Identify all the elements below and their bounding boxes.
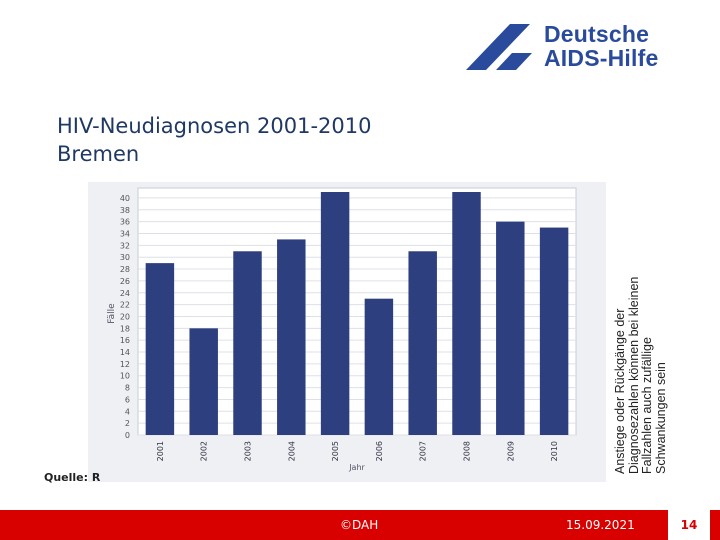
logo-mark-icon [466,24,532,70]
x-tick-label: 2005 [331,441,340,461]
y-tick-label: 4 [125,407,130,416]
slide-title-line2: Bremen [57,142,140,166]
bar-2003 [233,251,262,435]
logo: Deutsche AIDS-Hilfe [466,22,696,74]
y-tick-label: 40 [120,194,130,203]
bar-2005 [320,192,350,435]
y-tick-label: 28 [120,265,130,274]
side-note: Anstiege oder Rückgänge der Diagnosezahl… [613,276,668,474]
y-tick-label: 30 [120,253,130,262]
bar-2004 [277,239,306,435]
y-tick-label: 20 [120,312,130,321]
y-tick-label: 24 [120,289,130,298]
x-tick-label: 2006 [375,441,384,461]
y-tick-label: 16 [120,336,130,345]
y-tick-label: 8 [125,384,130,393]
bar-2007 [408,251,437,435]
footer-page-number: 14 [668,510,710,540]
bar-2002 [189,328,218,435]
x-tick-label: 2001 [156,441,165,461]
y-tick-label: 12 [120,360,130,369]
slide-title: HIV-Neudiagnosen 2001-2010 Bremen [57,112,371,168]
y-tick-label: 18 [120,324,130,333]
x-tick-label: 2004 [287,441,296,461]
bar-2006 [364,298,394,435]
logo-line1: Deutsche [544,21,650,47]
chart-frame: 0 2 4 6 8 10 12 14 16 18 20 22 24 26 28 30 32 34 36 38 40 Fäl… [88,182,606,482]
y-axis-label: Fälle [107,303,117,324]
source-label: Quelle: R [44,471,101,484]
footer-bar: ©DAH 15.09.2021 14 [0,510,720,540]
y-tick-label: 0 [125,431,130,440]
logo-text: Deutsche AIDS-Hilfe [544,22,658,70]
bar-2010 [539,227,569,435]
x-tick-label: 2007 [419,441,428,461]
x-tick-label: 2010 [550,441,559,461]
logo-line2: AIDS-Hilfe [544,45,659,71]
y-tick-label: 32 [120,241,130,250]
y-tick-label: 34 [120,229,130,238]
y-tick-label: 38 [120,206,130,215]
bar-2001 [145,263,175,435]
x-tick-label: 2009 [506,441,515,461]
y-tick-label: 10 [120,372,130,381]
y-tick-label: 36 [120,218,130,227]
slide-title-line1: HIV-Neudiagnosen 2001-2010 [57,114,372,138]
x-tick-label: 2002 [200,441,209,461]
y-tick-label: 14 [120,348,130,357]
bar-chart: 0246810121416182022242628303234363840Fäl… [107,187,577,472]
y-tick-label: 26 [120,277,130,286]
x-axis-label: Jahr [348,463,365,472]
y-tick-label: 2 [125,419,130,428]
bar-2008 [452,192,481,435]
x-tick-label: 2008 [463,441,472,461]
footer-date: 15.09.2021 [566,518,635,532]
x-tick-label: 2003 [244,441,253,461]
footer-copyright: ©DAH [340,518,379,532]
bar-2009 [496,221,525,435]
y-tick-label: 22 [120,301,130,310]
y-tick-label: 6 [125,395,130,404]
